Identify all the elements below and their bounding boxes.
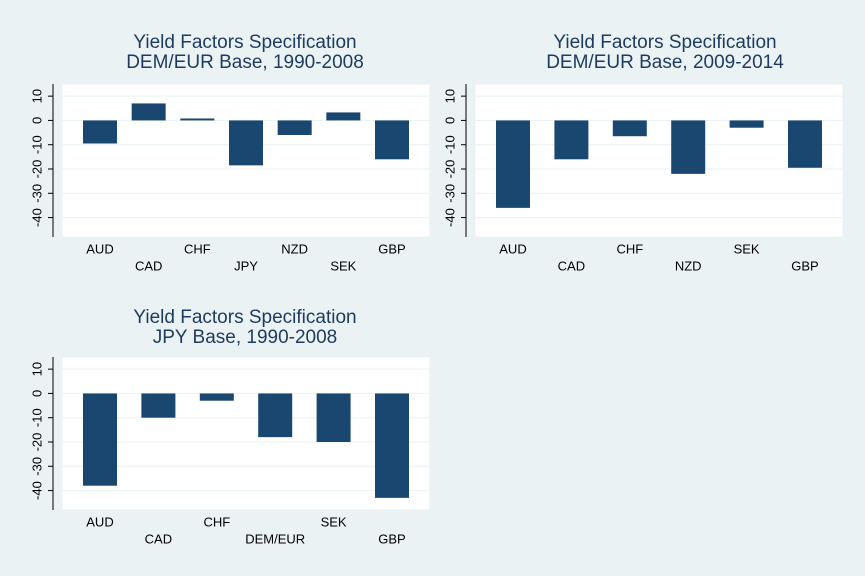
- bar: [83, 393, 117, 486]
- bar: [554, 120, 589, 160]
- y-tick-label: -40: [29, 481, 44, 500]
- y-tick-label: -20: [442, 160, 457, 179]
- y-tick-label: -40: [29, 208, 44, 227]
- y-tick-label: 10: [29, 89, 44, 103]
- y-tick-label: 0: [29, 117, 44, 124]
- x-tick-label: SEK: [734, 241, 760, 256]
- bar: [277, 120, 312, 135]
- x-tick-label: CHF: [184, 241, 211, 256]
- plot-area: [61, 356, 431, 511]
- y-tick-label: -20: [29, 160, 44, 179]
- x-tick-label: GBP: [378, 531, 405, 546]
- y-tick-label: -10: [29, 408, 44, 427]
- bar: [199, 393, 234, 401]
- x-tick-label: NZD: [281, 241, 308, 256]
- x-tick-label: AUD: [86, 514, 113, 529]
- bar: [180, 118, 215, 121]
- chart-title: Yield Factors Specification: [133, 32, 356, 53]
- y-tick-label: -40: [442, 208, 457, 227]
- y-tick-label: 0: [442, 117, 457, 124]
- bar: [788, 120, 822, 168]
- x-tick-label: CHF: [616, 241, 643, 256]
- plot-area: [474, 83, 844, 238]
- y-tick-label: 10: [29, 362, 44, 376]
- bar: [671, 120, 706, 174]
- x-tick-label: GBP: [378, 241, 405, 256]
- x-tick-label: SEK: [330, 258, 356, 273]
- bar: [326, 112, 361, 121]
- bar: [375, 120, 409, 160]
- bar: [229, 120, 263, 166]
- y-tick-label: -10: [29, 135, 44, 154]
- x-tick-label: CAD: [145, 531, 172, 546]
- bar: [258, 393, 293, 438]
- bar: [83, 120, 117, 144]
- bar: [131, 103, 166, 121]
- x-tick-label: DEM/EUR: [245, 531, 305, 546]
- bar: [496, 120, 530, 208]
- chart-subtitle: DEM/EUR Base, 2009-2014: [546, 52, 784, 73]
- x-tick-label: NZD: [675, 258, 702, 273]
- chart-title: Yield Factors Specification: [553, 32, 776, 53]
- x-tick-label: AUD: [86, 241, 113, 256]
- y-tick-label: -30: [29, 457, 44, 476]
- y-tick-label: -10: [442, 135, 457, 154]
- chart-subtitle: DEM/EUR Base, 1990-2008: [126, 52, 364, 73]
- x-tick-label: GBP: [791, 258, 818, 273]
- chart-subtitle: JPY Base, 1990-2008: [153, 327, 338, 348]
- x-tick-label: AUD: [499, 241, 526, 256]
- y-tick-label: -20: [29, 433, 44, 452]
- y-tick-label: -30: [442, 184, 457, 203]
- y-tick-label: 0: [29, 390, 44, 397]
- x-tick-label: CAD: [135, 258, 162, 273]
- bar: [375, 393, 409, 498]
- x-tick-label: CHF: [203, 514, 230, 529]
- x-tick-label: JPY: [234, 258, 258, 273]
- y-tick-label: -30: [29, 184, 44, 203]
- y-tick-label: 10: [442, 89, 457, 103]
- bar: [729, 120, 764, 128]
- bar: [316, 393, 351, 442]
- bar: [141, 393, 176, 418]
- x-tick-label: CAD: [558, 258, 585, 273]
- chart-title: Yield Factors Specification: [133, 307, 356, 328]
- bar: [612, 120, 647, 137]
- x-tick-label: SEK: [321, 514, 347, 529]
